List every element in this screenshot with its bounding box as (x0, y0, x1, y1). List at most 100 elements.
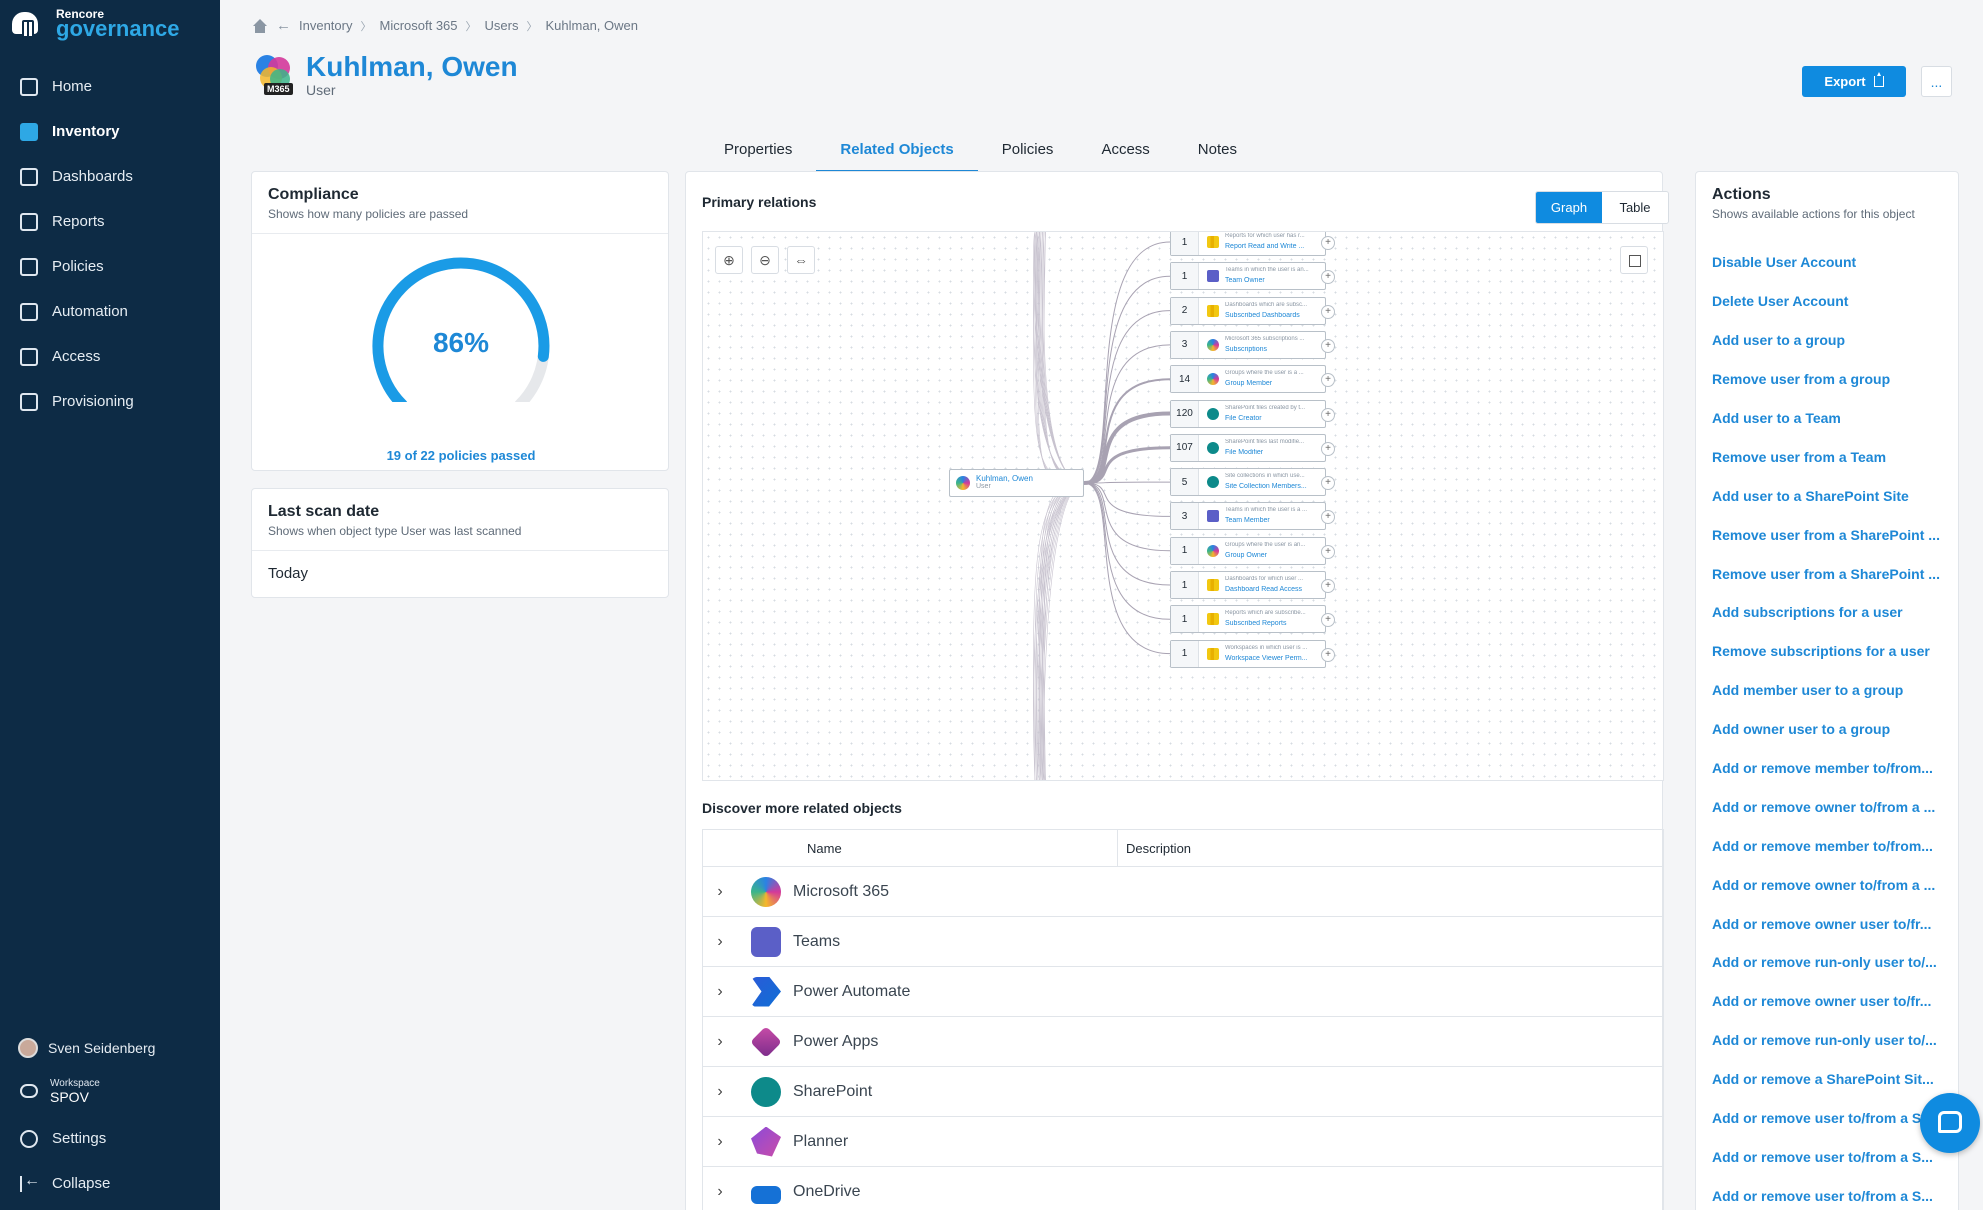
tab-properties[interactable]: Properties (724, 140, 793, 158)
action-link[interactable]: Add or remove member to/from... (1712, 837, 1933, 854)
chevron-right-icon[interactable]: › (717, 1182, 723, 1200)
fit-width-icon[interactable]: ⇔ (787, 246, 815, 274)
action-link[interactable]: Add subscriptions for a user (1712, 604, 1903, 621)
back-arrow-icon[interactable]: ← (276, 17, 291, 34)
more-options-button[interactable]: ... (1921, 66, 1952, 97)
action-link[interactable]: Add owner user to a group (1712, 721, 1891, 738)
expand-node-icon[interactable]: + (1321, 579, 1335, 593)
expand-node-icon[interactable]: + (1321, 373, 1335, 388)
sidebar-item-reports[interactable]: Reports (0, 199, 220, 244)
action-link[interactable]: Add member user to a group (1712, 682, 1904, 699)
relation-node[interactable]: 1 Teams in which the user is an... Team Ow… (1170, 262, 1335, 291)
action-link[interactable]: Remove user from a Team (1712, 448, 1887, 465)
fit-view-icon[interactable] (1620, 246, 1648, 274)
action-link[interactable]: Add user to a group (1712, 332, 1845, 349)
graph-toggle-button[interactable]: Graph (1536, 192, 1602, 223)
expand-node-icon[interactable]: + (1321, 441, 1335, 456)
user-profile[interactable]: Sven Seidenberg (0, 1030, 220, 1066)
policies-passed-link[interactable]: 19 of 22 policies passed (386, 448, 536, 463)
breadcrumb-item[interactable]: Microsoft 365 (379, 18, 458, 33)
action-link[interactable]: Remove user from a SharePoint ... (1712, 526, 1940, 543)
expand-node-icon[interactable]: + (1321, 510, 1335, 525)
expand-node-icon[interactable]: + (1321, 304, 1335, 319)
tab-notes[interactable]: Notes (1197, 140, 1237, 158)
tab-policies[interactable]: Policies (1001, 140, 1054, 158)
settings-nav-item[interactable]: Settings (0, 1116, 220, 1161)
expand-node-icon[interactable]: + (1321, 476, 1335, 491)
action-link[interactable]: Add or remove run-only user to/... (1712, 1032, 1937, 1049)
relation-node[interactable]: 14 Groups where the user is a ... Group Me… (1170, 365, 1335, 394)
home-icon[interactable] (252, 18, 268, 33)
table-toggle-button[interactable]: Table (1602, 192, 1668, 223)
root-node[interactable]: Kuhlman, Owen User (949, 469, 1084, 497)
relation-node[interactable]: 1 Workspaces in which user is ... Workspac… (1170, 639, 1335, 668)
relation-node[interactable]: 107 SharePoint files last modifie... File … (1170, 433, 1335, 462)
column-description[interactable]: Description (1126, 840, 1192, 856)
relation-node[interactable]: 1 Groups where the user is an... Group Own… (1170, 536, 1335, 565)
workspace-switcher[interactable]: Workspace SPOV (0, 1066, 220, 1116)
zoom-in-icon[interactable]: ⊕ (715, 246, 743, 274)
relation-node[interactable]: 2 Dashboards which are subsc... Subscribed… (1170, 296, 1335, 325)
action-link[interactable]: Remove subscriptions for a user (1712, 643, 1930, 660)
expand-node-icon[interactable]: + (1321, 544, 1335, 559)
table-row[interactable]: › Teams (703, 917, 1663, 967)
expand-node-icon[interactable]: + (1321, 338, 1335, 353)
relation-node[interactable]: 120 SharePoint files created by t... File … (1170, 399, 1335, 428)
action-link[interactable]: Add user to a SharePoint Site (1712, 487, 1909, 504)
sidebar-item-home[interactable]: Home (0, 64, 220, 109)
table-row[interactable]: › Planner (703, 1117, 1663, 1167)
action-link[interactable]: Add or remove run-only user to/... (1712, 954, 1937, 971)
chevron-right-icon[interactable]: › (717, 932, 723, 950)
action-link[interactable]: Add or remove user to/from a S... (1712, 1148, 1933, 1165)
chevron-right-icon[interactable]: › (717, 982, 723, 1000)
zoom-out-icon[interactable]: ⊖ (751, 246, 779, 274)
tab-access[interactable]: Access (1101, 140, 1150, 158)
expand-node-icon[interactable]: + (1321, 613, 1335, 628)
chevron-right-icon[interactable]: › (717, 1082, 723, 1100)
action-link[interactable]: Add or remove user to/from a S... (1712, 1187, 1933, 1204)
relation-node[interactable]: 1 Dashboards for which user ... Dashboard … (1170, 571, 1335, 599)
table-row[interactable]: › Microsoft 365 (703, 867, 1663, 917)
relation-node[interactable]: 1 Reports for which user has r... Report R… (1170, 232, 1335, 256)
action-link[interactable]: Add or remove owner user to/fr... (1712, 993, 1932, 1010)
table-row[interactable]: › OneDrive (703, 1167, 1663, 1210)
action-link[interactable]: Remove user from a group (1712, 371, 1891, 388)
sidebar-item-automation[interactable]: Automation (0, 289, 220, 334)
tab-related-objects[interactable]: Related Objects (816, 128, 978, 173)
expand-node-icon[interactable]: + (1321, 270, 1335, 285)
action-link[interactable]: Add user to a Team (1712, 410, 1841, 426)
table-row[interactable]: › Power Automate (703, 967, 1663, 1017)
action-link[interactable]: Add or remove a SharePoint Sit... (1712, 1071, 1934, 1088)
action-link[interactable]: Disable User Account (1712, 254, 1857, 271)
column-name[interactable]: Name (803, 830, 1118, 866)
expand-node-icon[interactable]: + (1321, 236, 1335, 250)
relation-node[interactable]: 5 Site collections in which use... Site Co… (1170, 468, 1335, 497)
relations-graph[interactable]: ⊕ ⊖ ⇔ Kuhlman, Owen User 1 Reports for wh… (702, 231, 1664, 781)
table-row[interactable]: › SharePoint (703, 1067, 1663, 1117)
action-link[interactable]: Add or remove member to/from... (1712, 760, 1933, 777)
sidebar-item-inventory[interactable]: Inventory (0, 109, 220, 154)
action-link[interactable]: Add or remove owner to/from a ... (1712, 876, 1936, 893)
expand-node-icon[interactable]: + (1321, 647, 1335, 662)
action-link[interactable]: Add or remove owner to/from a ... (1712, 798, 1936, 815)
breadcrumb-item[interactable]: Users (484, 18, 519, 33)
rencore-logo[interactable]: Rencore governance (8, 6, 180, 42)
sidebar-item-policies[interactable]: Policies (0, 244, 220, 289)
relation-node[interactable]: 3 Teams in which the user is a ... Team Me… (1170, 502, 1335, 531)
action-link[interactable]: Remove user from a SharePoint ... (1712, 565, 1940, 582)
action-link[interactable]: Add or remove owner user to/fr... (1712, 915, 1932, 932)
sidebar-item-access[interactable]: Access (0, 334, 220, 379)
table-row[interactable]: › Power Apps (703, 1017, 1663, 1067)
chat-button[interactable] (1920, 1093, 1980, 1153)
sidebar-item-dashboards[interactable]: Dashboards (0, 154, 220, 199)
chevron-right-icon[interactable]: › (717, 1032, 723, 1050)
chevron-right-icon[interactable]: › (717, 1132, 723, 1150)
relation-node[interactable]: 3 Microsoft 365 subscriptions ... Subscrip… (1170, 330, 1335, 359)
sidebar-item-provisioning[interactable]: Provisioning (0, 379, 220, 424)
chevron-right-icon[interactable]: › (717, 882, 723, 900)
action-link[interactable]: Add or remove user to/from a S... (1712, 1110, 1933, 1127)
action-link[interactable]: Delete User Account (1712, 293, 1849, 310)
breadcrumb-item[interactable]: Inventory (299, 18, 353, 33)
expand-node-icon[interactable]: + (1321, 407, 1335, 422)
export-button[interactable]: Export (1802, 66, 1906, 97)
